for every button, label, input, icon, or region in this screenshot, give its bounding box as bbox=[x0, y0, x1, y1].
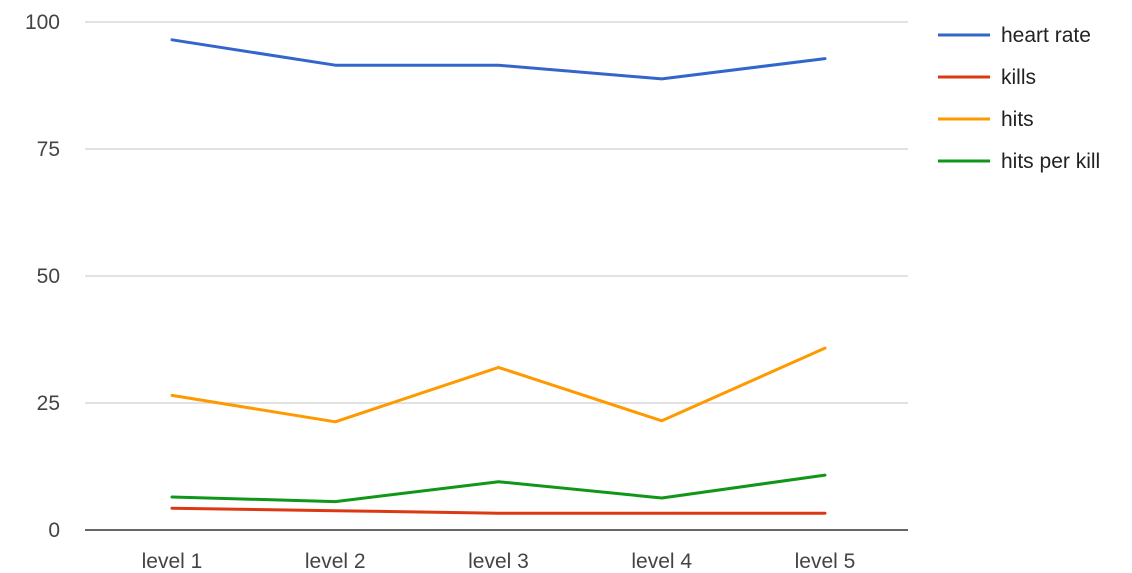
legend-item-hits: hits bbox=[938, 108, 1034, 131]
gridlines bbox=[85, 21, 908, 531]
y-tick-label: 75 bbox=[37, 138, 60, 161]
legend-item-kills: kills bbox=[938, 66, 1036, 89]
series-lines bbox=[170, 38, 827, 515]
series-line-kills bbox=[170, 506, 827, 515]
x-tick-label: level 3 bbox=[468, 550, 529, 573]
x-tick-label: level 5 bbox=[795, 550, 856, 573]
x-tick-label: level 4 bbox=[631, 550, 692, 573]
legend-label: kills bbox=[1001, 66, 1036, 89]
legend-label: hits bbox=[1001, 108, 1034, 131]
y-tick-label: 25 bbox=[37, 392, 60, 415]
y-axis-ticks: 0 25 50 75 100 bbox=[25, 11, 60, 542]
legend-item-heart-rate: heart rate bbox=[938, 24, 1091, 47]
y-tick-label: 100 bbox=[25, 11, 60, 34]
y-tick-label: 0 bbox=[48, 519, 60, 542]
legend-item-hits-per-kill: hits per kill bbox=[938, 150, 1100, 173]
series-line-hits-per-kill bbox=[170, 473, 827, 504]
y-tick-label: 50 bbox=[37, 265, 60, 288]
legend: heart rate kills hits hits per kill bbox=[938, 24, 1100, 173]
series-line-heart-rate bbox=[170, 38, 827, 81]
x-axis-ticks: level 1 level 2 level 3 level 4 level 5 bbox=[142, 550, 856, 573]
series-line-hits bbox=[170, 346, 827, 424]
legend-label: hits per kill bbox=[1001, 150, 1100, 173]
x-tick-label: level 2 bbox=[305, 550, 366, 573]
legend-label: heart rate bbox=[1001, 24, 1091, 47]
x-tick-label: level 1 bbox=[142, 550, 203, 573]
